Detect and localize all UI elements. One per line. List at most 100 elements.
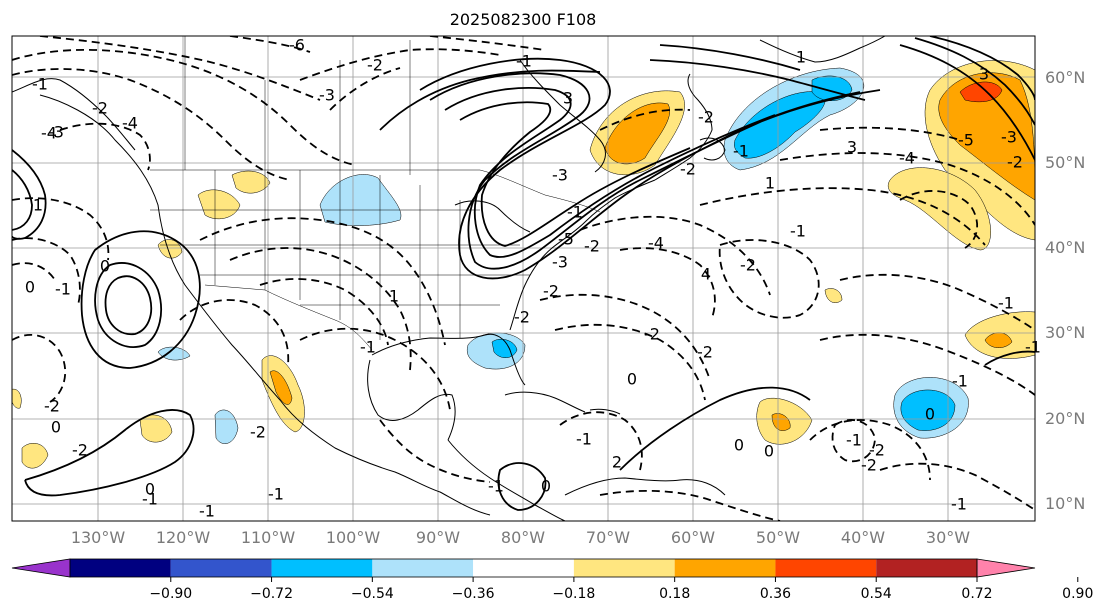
contour-label: 4 (701, 265, 711, 284)
positive-anomaly-rockies-north (231, 170, 271, 194)
contour-label: -3 (48, 123, 64, 142)
us-state-borders-2 (150, 209, 530, 306)
contour-label: -1 (576, 430, 592, 449)
positive-anomaly-azores-core (984, 332, 1013, 348)
contour-label: -2 (697, 343, 713, 362)
negative-anomaly-labrador-sea-core (734, 91, 826, 159)
dashed-contour-28 (12, 237, 81, 306)
dashed-contour-23 (809, 419, 931, 481)
map-title: 2025082300 F108 (449, 10, 597, 29)
contour-label: -1 (360, 338, 376, 357)
dashed-contour-2 (12, 68, 291, 181)
canada-east-coast (654, 73, 713, 181)
negative-anomaly-mexico-small (157, 346, 191, 361)
contour-label: 0 (764, 442, 774, 461)
solid-contour-azores (984, 350, 1035, 366)
colorbar-tick-label: −0.36 (451, 586, 495, 602)
dashed-contour-6 (329, 67, 401, 111)
contour-label: -2 (740, 256, 756, 275)
colorbar-segment (271, 559, 373, 577)
contour-label: -1 (268, 485, 284, 504)
lat-label-20n: 20°N (1045, 409, 1086, 428)
contour-label: -2 (92, 99, 108, 118)
lon-label-130w: 130°W (70, 528, 126, 547)
lon-label-110w: 110°W (240, 528, 296, 547)
dashed-contours (12, 36, 1035, 521)
dashed-contour-27 (379, 419, 491, 483)
colorbar (11, 558, 1079, 582)
map-panel (12, 36, 1035, 521)
colorbar-tick-label: 0.18 (659, 586, 691, 602)
us-east-coast (509, 179, 656, 331)
solid-contour-caribbean (497, 462, 547, 511)
contour-label: 2 (612, 453, 622, 472)
dashed-contour-4 (229, 36, 311, 53)
contour-label: -1 (32, 75, 48, 94)
contour-label: -2 (72, 441, 88, 460)
dashed-contour-1 (12, 48, 356, 166)
contour-label: -2 (514, 308, 530, 327)
contour-label: -1 (567, 203, 583, 222)
colorbar-segment (674, 559, 776, 577)
solid-contour-2 (429, 72, 881, 270)
positive-anomaly-rockies (197, 189, 241, 220)
dashed-contour-20 (839, 273, 1035, 331)
colorbar-tick-label: −0.72 (250, 586, 293, 602)
dashed-contour-21 (819, 333, 1035, 396)
dashed-contour-8 (229, 247, 412, 371)
gulf-coast (371, 333, 526, 386)
colorbar-segment (573, 559, 675, 577)
solid-contour-tropics (619, 386, 811, 471)
colorbar-segment (372, 559, 474, 577)
contour-label: -2 (680, 160, 696, 179)
contour-label: -4 (122, 114, 138, 133)
colorbar-tick-label: 0.90 (1062, 586, 1094, 602)
hudson-bay (519, 59, 606, 173)
colorbar-segment (170, 559, 272, 577)
lat-label-50n: 50°N (1045, 153, 1086, 172)
positive-anomaly-great-basin (157, 239, 183, 259)
colorbar-segment (876, 559, 977, 577)
contour-label: -4 (899, 149, 915, 168)
contour-label: 1 (796, 48, 806, 67)
solid-contour-ne-2 (914, 37, 1035, 126)
dashed-contour-5 (299, 48, 501, 81)
contour-label: -2 (44, 397, 60, 416)
solid-contours (12, 36, 1035, 511)
great-lakes (454, 200, 531, 233)
solid-contour-sw-outer (80, 230, 201, 369)
contour-label: -1 (199, 502, 215, 521)
dashed-contour-7 (199, 217, 446, 346)
colorbar-outline (69, 558, 978, 578)
dashed-contour-11 (179, 299, 290, 366)
contour-label: -2 (869, 441, 885, 460)
dashed-contour-30 (12, 197, 110, 261)
dashed-contour-17 (699, 187, 986, 246)
colorbar-tick-label: 0.72 (961, 586, 993, 602)
contour-label: -6 (289, 36, 305, 55)
contour-label: 3 (847, 138, 857, 157)
dashed-contour-32 (599, 108, 691, 131)
negative-anomaly-pacific (214, 409, 239, 444)
contour-label: -4 (648, 234, 664, 253)
solid-contour-sw-low (94, 262, 162, 348)
dashed-contour-34 (899, 190, 979, 249)
contour-label: -1 (516, 52, 532, 71)
newfoundland (699, 137, 726, 161)
contour-label: -1 (998, 294, 1014, 313)
contour-label: -3 (1001, 128, 1017, 147)
dashed-contour-10 (12, 334, 67, 403)
positive-anomaly-atlantic-small (824, 288, 843, 303)
solid-contour-upper-1 (379, 69, 601, 131)
positive-anomaly-pacific-far-west (21, 443, 49, 469)
contour-label: -5 (558, 230, 574, 249)
solid-contour-3 (444, 87, 776, 258)
solid-contour-pacific-1 (24, 409, 195, 497)
solid-contour-upper-3 (659, 44, 801, 71)
south-america-north (564, 477, 726, 496)
colorbar-tick-label: 0.36 (759, 586, 792, 602)
contour-label: -2 (644, 325, 660, 344)
contour-label: -3 (552, 166, 568, 185)
contour-label: 0 (25, 278, 35, 297)
